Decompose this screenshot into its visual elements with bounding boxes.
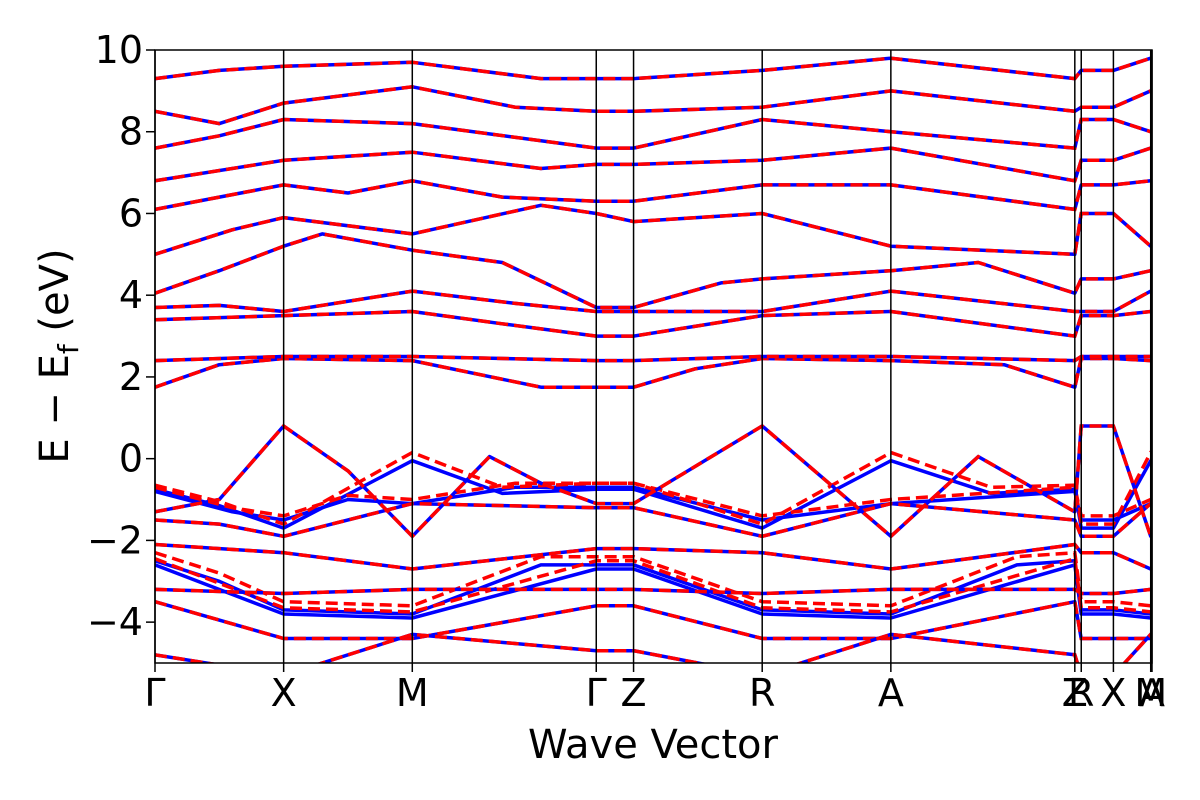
x-tick-label: R — [1068, 671, 1094, 715]
x-axis-ticks: Γ X M Γ Z R A ZR X MA — [144, 663, 1167, 715]
y-tick-label: 10 — [95, 28, 143, 72]
x-axis-label: Wave Vector — [528, 722, 779, 768]
y-tick-label: 4 — [119, 273, 143, 317]
y-tick-label: 6 — [119, 191, 143, 235]
x-tick-label: X — [271, 671, 297, 715]
plot-frame — [154, 49, 1153, 664]
x-tick-label: Γ — [586, 671, 607, 715]
band-line-spin-down — [155, 56, 1152, 81]
x-tick-label: M — [396, 671, 429, 715]
band-line-spin-down — [155, 550, 1152, 608]
band-line-spin-up — [155, 179, 1152, 212]
band-line-spin-down — [155, 632, 1152, 663]
band-line-spin-up — [155, 85, 1152, 126]
x-tick-label: R — [749, 671, 775, 715]
band-line-spin-down — [155, 203, 1152, 257]
band-line-spin-down — [155, 450, 1152, 527]
band-line-spin-down — [155, 232, 1152, 310]
band-line-spin-down — [155, 423, 1152, 539]
band-line-spin-down — [155, 599, 1152, 641]
x-tick-label: A — [1139, 671, 1165, 715]
y-tick-label: −2 — [87, 518, 143, 562]
x-tick-label: Γ — [144, 671, 165, 715]
y-tick-label: 2 — [119, 355, 143, 399]
band-line-spin-down — [155, 587, 1152, 596]
band-line-spin-down — [155, 356, 1152, 390]
band-line-spin-up — [155, 117, 1152, 150]
band-line-spin-down — [155, 556, 1152, 614]
band-line-spin-down — [155, 542, 1152, 571]
band-line-spin-up — [155, 203, 1152, 257]
y-tick-label: 8 — [119, 110, 143, 154]
band-line-spin-up — [155, 146, 1152, 183]
y-axis-ticks: 10 8 6 4 2 0 −2 −4 — [87, 28, 155, 644]
x-tick-label: Z — [621, 671, 647, 715]
y-axis-label-sub: f — [52, 343, 85, 354]
y-tick-label: −4 — [87, 600, 143, 644]
x-tick-label: X — [1100, 671, 1126, 715]
y-axis-label-unit: (eV) — [32, 248, 78, 344]
band-line-spin-down — [155, 85, 1152, 126]
band-line-spin-up — [155, 563, 1152, 620]
bands-group — [155, 56, 1152, 663]
band-line-spin-up — [155, 56, 1152, 81]
y-tick-label: 0 — [119, 437, 143, 481]
x-tick-label: A — [878, 671, 904, 715]
y-axis-label: E − Ef (eV) — [32, 248, 85, 463]
band-line-spin-down — [155, 354, 1152, 363]
x-tick-label: Z — [1062, 671, 1088, 715]
band-line-spin-down — [155, 289, 1152, 314]
band-line-spin-down — [155, 179, 1152, 212]
band-line-spin-up — [155, 599, 1152, 641]
x-tick-label: M — [1134, 671, 1167, 715]
y-axis-label-main: E − E — [32, 354, 78, 464]
